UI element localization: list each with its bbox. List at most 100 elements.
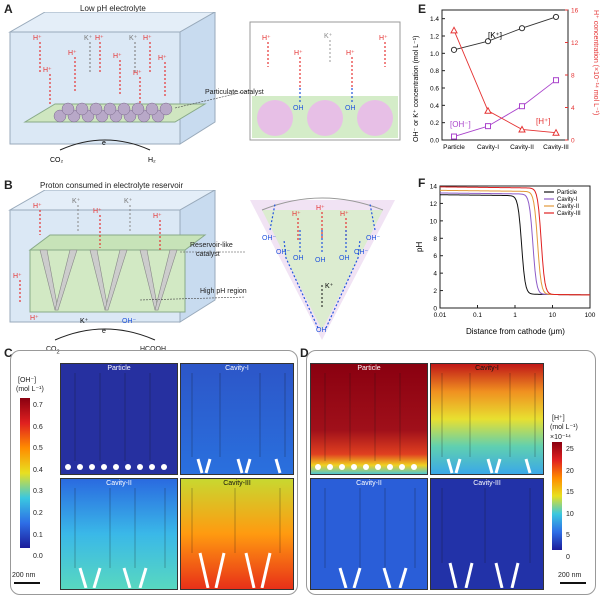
e-point-oh [451,133,457,140]
panel-label-d: D [300,346,309,360]
svg-text:OH: OH [316,327,327,334]
e-label-oh: [OH⁻] [450,120,471,129]
e-x-tick-label: Cavity-II [510,144,534,151]
d-colorbar [552,442,562,550]
svg-text:H⁺: H⁺ [133,70,142,77]
e-point-k [518,25,526,32]
e-x-tick-label: Cavity-I [477,144,499,151]
svg-text:H⁺: H⁺ [43,67,52,74]
f-legend-label: Cavity-II [557,204,579,210]
a-h2: H₂ [148,157,156,164]
e-point-oh [485,123,491,130]
c-scale-bar [14,582,40,584]
e-x-tick-label: Particle [443,144,465,151]
svg-text:OH: OH [293,255,304,262]
panel-label-c: C [4,346,13,360]
e-label-h: [H⁺] [536,117,550,126]
e-right-tick-label: 16 [571,8,579,15]
svg-text:H⁺: H⁺ [33,203,42,210]
e-ylabel-right: H⁺ concentration (×10⁻¹⁴ mol L⁻¹) [592,10,599,115]
svg-text:H⁺: H⁺ [262,35,271,42]
c-scale-label: 200 nm [12,572,36,579]
f-y-tick-label: 4 [433,271,437,278]
e-right-tick-label: 4 [571,105,575,112]
f-x-tick-label: 0.01 [434,312,447,319]
svg-text:H⁺: H⁺ [113,53,122,60]
f-x-tick-label: 0.1 [473,312,482,319]
f-y-tick-label: 12 [430,201,438,208]
b-catalyst-label-1: Reservoir-like [190,242,233,249]
svg-text:K⁺: K⁺ [84,35,93,42]
svg-text:OH⁻: OH⁻ [354,249,369,256]
c-cb-label-2: (mol L⁻¹) [16,386,44,393]
c-colorbar-ticks: 0.7 0.6 0.5 0.4 0.3 0.2 0.1 0.0 [33,402,43,561]
svg-text:H⁺: H⁺ [95,35,104,42]
svg-text:e: e [102,328,106,335]
svg-text:H⁺: H⁺ [68,50,77,57]
svg-text:OH⁻: OH⁻ [366,235,381,242]
svg-text:K⁺: K⁺ [324,33,333,40]
e-series-line [453,79,557,137]
svg-text:OH: OH [339,255,350,262]
svg-text:H⁺: H⁺ [93,208,102,215]
c-map-cavity-2: Cavity-II [60,478,178,590]
e-point-oh [519,103,525,110]
f-x-tick-label: 1 [513,312,517,319]
svg-text:H⁺: H⁺ [316,205,325,212]
e-point-k [450,46,458,53]
c-colorbar [20,398,30,548]
e-right-tick-label: 12 [571,40,579,47]
svg-text:H⁺: H⁺ [346,50,355,57]
d-scale-bar [560,582,586,584]
panel-a-illustration: H⁺ H⁺ H⁺ H⁺ H⁺ H⁺ H⁺ H⁺ K⁺ K⁺ e CO₂ H₂ H⁺ H⁺ H⁺ H… [8,12,401,164]
svg-text:K⁺: K⁺ [325,283,334,290]
e-right-tick-label: 0 [571,138,575,145]
e-label-k: [K⁺] [488,31,502,40]
svg-text:H⁺: H⁺ [292,211,301,218]
d-scale-label: 200 nm [558,572,582,579]
b-co2: CO2 [46,346,60,356]
e-x-tick-label: Cavity-III [543,144,569,151]
c-map-cavity-3: Cavity-III [180,478,294,590]
f-x-tick-label: 10 [549,312,557,319]
e-point-k [484,38,492,45]
panel-d-frame [306,350,596,595]
e-left-tick-label: 0.2 [430,120,439,127]
f-series-line [439,186,591,296]
panel-b-illustration: H⁺ H⁺ H⁺ H⁺ H⁺ K⁺ K⁺ K⁺ OH⁻ e H⁺ H⁺ H⁺ OH⁻ OH⁻ O… [8,190,400,341]
e-left-tick-label: 1.4 [430,16,439,23]
svg-text:K⁺: K⁺ [80,318,89,325]
svg-text:e: e [102,140,106,147]
svg-text:K⁺: K⁺ [124,198,133,205]
e-right-tick-label: 8 [571,73,575,80]
e-left-tick-label: 0.0 [430,138,439,145]
e-ylabel-left: OH⁻ or K⁺ concentration (mol L⁻¹) [413,36,420,142]
e-series-line [453,16,557,51]
panel-b-title: Proton consumed in electrolyte reservoir [40,181,184,190]
f-y-tick-label: 0 [433,306,437,313]
svg-text:OH: OH [315,257,326,264]
e-point-k [552,13,560,21]
f-ylabel: pH [415,242,424,252]
c-map-particle: Particle [60,363,178,475]
panel-label-b: B [4,178,13,192]
e-left-tick-label: 0.6 [430,86,439,93]
svg-text:H⁺: H⁺ [30,315,39,322]
e-point-oh [553,77,559,84]
svg-text:H⁺: H⁺ [153,213,162,220]
svg-text:K⁺: K⁺ [129,35,138,42]
e-point-h [450,26,458,34]
d-map-cavity-2: Cavity-II [310,478,428,590]
d-cb-label-1: [H⁺] [552,415,565,422]
f-legend-label: Cavity-I [557,197,578,203]
svg-text:H⁺: H⁺ [158,55,167,62]
b-product: HCOOH [140,346,167,353]
d-map-cavity-1: Cavity-I [430,363,544,475]
svg-text:H⁺: H⁺ [340,211,349,218]
b-high-ph-label: High pH region [200,288,247,295]
b-catalyst-label-2: catalyst [196,251,220,258]
d-cb-label-2: (mol L⁻¹) [550,424,578,431]
e-point-h [518,125,526,133]
a-co2: CO₂ [50,157,64,164]
